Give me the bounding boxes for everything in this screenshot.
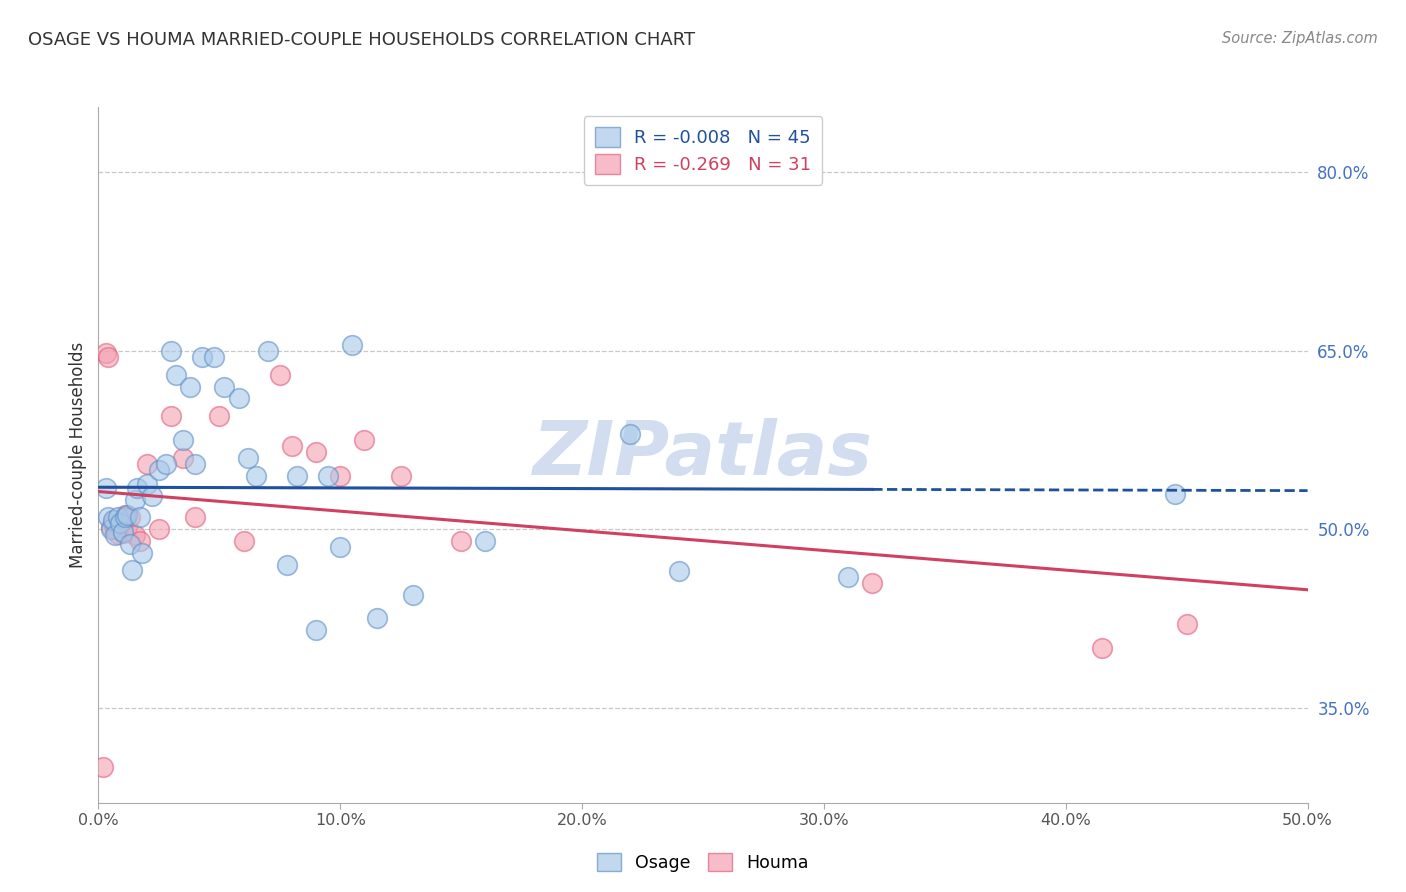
Point bbox=[1163, 486, 1185, 500]
Point bbox=[108, 516, 131, 531]
Point bbox=[107, 527, 129, 541]
Point bbox=[179, 379, 201, 393]
Point bbox=[108, 520, 131, 534]
Point bbox=[117, 508, 139, 522]
Point bbox=[245, 468, 267, 483]
Point bbox=[104, 528, 127, 542]
Point bbox=[165, 368, 187, 382]
Text: OSAGE VS HOUMA MARRIED-COUPLE HOUSEHOLDS CORRELATION CHART: OSAGE VS HOUMA MARRIED-COUPLE HOUSEHOLDS… bbox=[28, 31, 695, 49]
Point bbox=[128, 534, 150, 549]
Point bbox=[114, 508, 136, 522]
Point bbox=[160, 409, 183, 424]
Point bbox=[342, 338, 364, 352]
Point bbox=[238, 450, 260, 465]
Point bbox=[148, 522, 170, 536]
Text: Source: ZipAtlas.com: Source: ZipAtlas.com bbox=[1222, 31, 1378, 46]
Point bbox=[191, 350, 214, 364]
Point bbox=[204, 350, 226, 364]
Point bbox=[121, 563, 143, 577]
Point bbox=[111, 524, 134, 539]
Point bbox=[114, 510, 136, 524]
Point bbox=[860, 575, 883, 590]
Point bbox=[118, 510, 141, 524]
Point bbox=[104, 522, 127, 536]
Point bbox=[474, 534, 496, 549]
Point bbox=[184, 457, 207, 471]
Point bbox=[281, 439, 304, 453]
Point bbox=[366, 611, 388, 625]
Point bbox=[329, 540, 352, 554]
Point bbox=[837, 570, 859, 584]
Point bbox=[402, 588, 425, 602]
Point bbox=[619, 427, 641, 442]
Point bbox=[118, 536, 141, 550]
Point bbox=[316, 468, 339, 483]
Point bbox=[450, 534, 472, 549]
Point bbox=[256, 343, 278, 358]
Point bbox=[127, 481, 149, 495]
Point bbox=[172, 433, 194, 447]
Point bbox=[97, 510, 120, 524]
Point bbox=[141, 489, 163, 503]
Point bbox=[100, 522, 122, 536]
Point bbox=[111, 525, 134, 540]
Point bbox=[232, 534, 254, 549]
Legend: Osage, Houma: Osage, Houma bbox=[591, 847, 815, 879]
Point bbox=[160, 343, 183, 358]
Point bbox=[135, 457, 157, 471]
Point bbox=[305, 445, 328, 459]
Point bbox=[276, 558, 298, 572]
Point bbox=[184, 510, 207, 524]
Point bbox=[94, 481, 117, 495]
Point bbox=[305, 624, 328, 638]
Point bbox=[1091, 641, 1114, 656]
Point bbox=[117, 520, 139, 534]
Point bbox=[107, 510, 129, 524]
Point bbox=[269, 368, 291, 382]
Point bbox=[212, 379, 235, 393]
Point bbox=[148, 463, 170, 477]
Point bbox=[135, 477, 157, 491]
Point bbox=[228, 392, 250, 406]
Point bbox=[101, 516, 124, 531]
Point bbox=[97, 350, 120, 364]
Point bbox=[101, 513, 124, 527]
Point bbox=[1175, 617, 1198, 632]
Y-axis label: Married-couple Households: Married-couple Households bbox=[69, 342, 87, 568]
Point bbox=[172, 450, 194, 465]
Point bbox=[100, 520, 122, 534]
Point bbox=[124, 528, 146, 542]
Legend: R = -0.008   N = 45, R = -0.269   N = 31: R = -0.008 N = 45, R = -0.269 N = 31 bbox=[583, 116, 823, 185]
Point bbox=[208, 409, 231, 424]
Point bbox=[128, 510, 150, 524]
Point bbox=[353, 433, 375, 447]
Text: ZIPatlas: ZIPatlas bbox=[533, 418, 873, 491]
Point bbox=[389, 468, 412, 483]
Point bbox=[94, 346, 117, 360]
Point bbox=[668, 564, 690, 578]
Point bbox=[124, 492, 146, 507]
Point bbox=[155, 457, 177, 471]
Point bbox=[91, 760, 114, 774]
Point bbox=[131, 546, 153, 560]
Point bbox=[285, 468, 308, 483]
Point bbox=[329, 468, 352, 483]
